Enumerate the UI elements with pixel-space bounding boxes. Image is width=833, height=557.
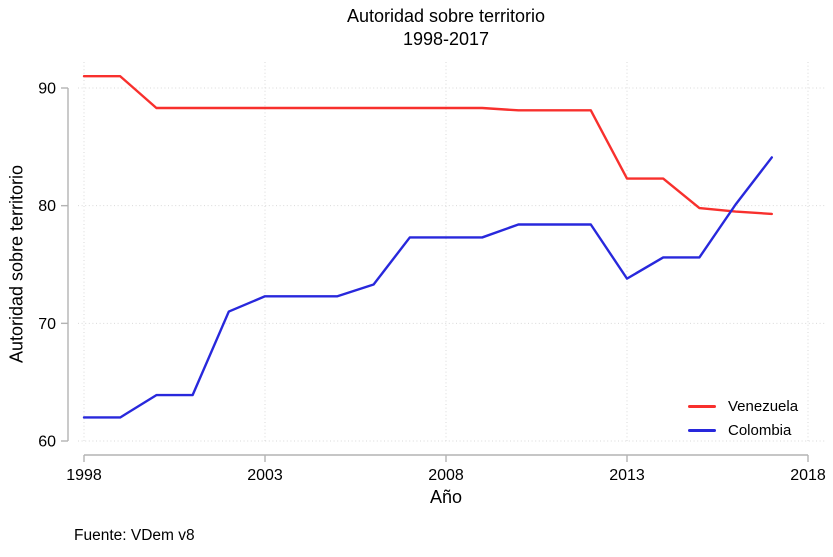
venezuela-line-swatch <box>688 404 716 408</box>
y-tick-label: 90 <box>38 81 56 98</box>
x-axis-title: Año <box>429 487 463 507</box>
source-note: Fuente: VDem v8 <box>74 527 195 544</box>
legend-item-venezuela: Venezuela <box>688 394 798 418</box>
chart-title: Autoridad sobre territorio <box>346 6 546 26</box>
x-tick-label: 2013 <box>609 467 645 484</box>
y-tick-label: 70 <box>38 316 56 333</box>
y-axis-title: Autoridad sobre territorio <box>6 164 27 364</box>
venezuela-data-line <box>82 75 773 216</box>
colombia-line-swatch <box>688 428 716 432</box>
legend-item-colombia: Colombia <box>688 418 798 442</box>
legend-label-colombia: Colombia <box>728 421 792 439</box>
y-tick-label: 80 <box>38 198 56 215</box>
x-tick-label: 2003 <box>247 467 283 484</box>
colombia-data-line <box>82 156 773 419</box>
x-tick-label: 1998 <box>66 467 102 484</box>
legend: Venezuela Colombia <box>688 394 798 442</box>
legend-label-venezuela: Venezuela <box>728 397 799 415</box>
y-tick-label: 60 <box>38 434 56 451</box>
x-tick-label: 2008 <box>428 467 464 484</box>
chart-subtitle: 1998-2017 <box>402 29 490 49</box>
x-tick-label: 2018 <box>790 467 826 484</box>
